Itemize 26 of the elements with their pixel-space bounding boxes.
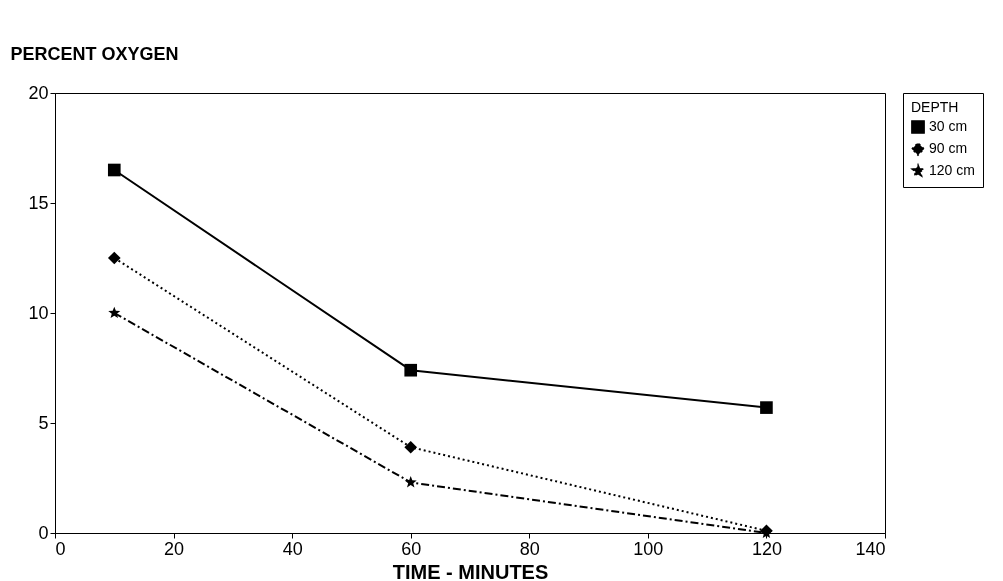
point bbox=[404, 363, 418, 377]
y-tick-label: 10 bbox=[28, 302, 49, 323]
x-tick-label: 20 bbox=[164, 538, 185, 559]
x-tick-label: 80 bbox=[519, 538, 540, 559]
point bbox=[404, 476, 417, 488]
legend-label: 30 cm bbox=[929, 118, 968, 134]
point bbox=[760, 401, 773, 414]
x-tick-label: 120 bbox=[751, 538, 782, 559]
x-tick-label: 0 bbox=[55, 538, 66, 559]
y-tick-label: 5 bbox=[38, 412, 49, 433]
y-tick-label: 0 bbox=[38, 522, 49, 543]
legend-title: DEPTH bbox=[911, 99, 959, 115]
y-tick-label: 15 bbox=[28, 192, 49, 213]
y-axis-title: PERCENT OXYGEN bbox=[10, 43, 179, 64]
point bbox=[404, 440, 418, 454]
legend-label: 90 cm bbox=[929, 140, 968, 156]
point bbox=[107, 251, 121, 265]
x-axis-title: TIME - MINUTES bbox=[392, 560, 549, 581]
point bbox=[107, 163, 121, 177]
x-tick-label: 40 bbox=[282, 538, 303, 559]
legend-label: 120 cm bbox=[929, 162, 975, 178]
point bbox=[108, 306, 121, 319]
x-tick-label: 100 bbox=[633, 538, 664, 559]
y-tick-label: 20 bbox=[28, 82, 49, 103]
x-tick-label: 60 bbox=[401, 538, 422, 559]
x-tick-label: 140 bbox=[855, 538, 886, 559]
